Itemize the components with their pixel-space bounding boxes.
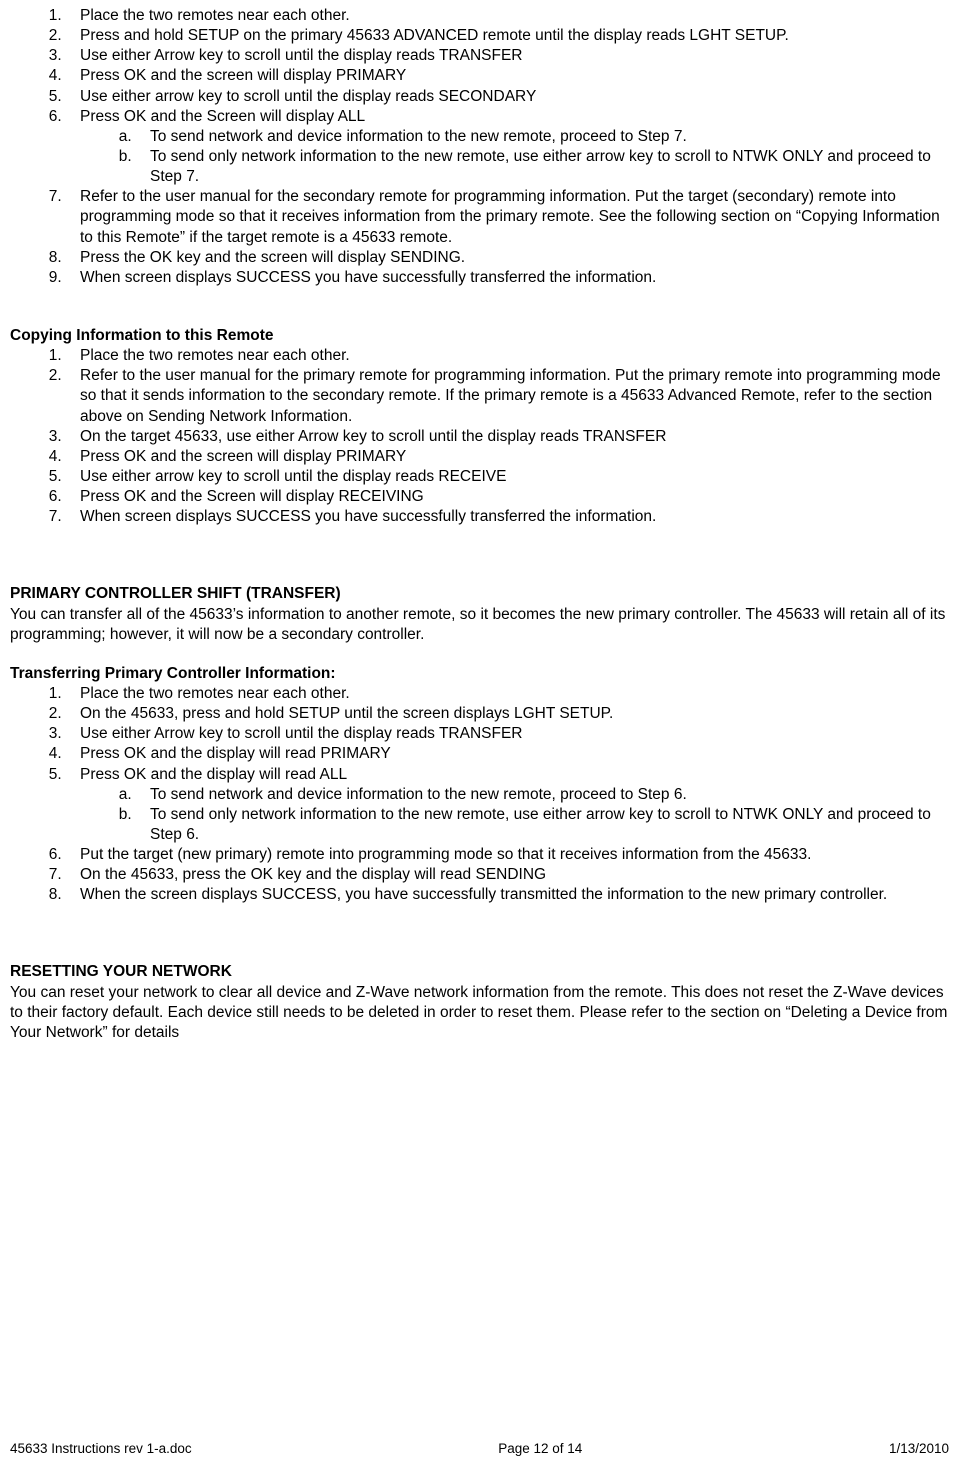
list-item: To send only network information to the … <box>136 805 949 845</box>
list-item: Use either arrow key to scroll until the… <box>66 87 949 107</box>
list-item: Press and hold SETUP on the primary 4563… <box>66 26 949 46</box>
sublist: To send network and device information t… <box>80 127 949 187</box>
paragraph: You can transfer all of the 45633’s info… <box>10 605 949 645</box>
footer-left: 45633 Instructions rev 1-a.doc <box>10 1440 192 1458</box>
list-item: Press OK and the display will read PRIMA… <box>66 744 949 764</box>
footer-center: Page 12 of 14 <box>498 1440 582 1458</box>
list-item: Refer to the user manual for the primary… <box>66 366 949 426</box>
list-item: Press OK and the screen will display PRI… <box>66 66 949 86</box>
list-item: Refer to the user manual for the seconda… <box>66 187 949 247</box>
list-item: Use either arrow key to scroll until the… <box>66 467 949 487</box>
list-item: Place the two remotes near each other. <box>66 346 949 366</box>
list-item: Use either Arrow key to scroll until the… <box>66 724 949 744</box>
list-item: To send network and device information t… <box>136 785 949 805</box>
list-item: Press OK and the screen will display PRI… <box>66 447 949 467</box>
list-transferring: Place the two remotes near each other. O… <box>10 684 949 906</box>
list-item: Use either Arrow key to scroll until the… <box>66 46 949 66</box>
list-item: On the 45633, press the OK key and the d… <box>66 865 949 885</box>
list-item: Place the two remotes near each other. <box>66 684 949 704</box>
list-item: Press the OK key and the screen will dis… <box>66 248 949 268</box>
page: Place the two remotes near each other. P… <box>0 0 959 1466</box>
list-item-text: Press OK and the display will read ALL <box>80 766 347 783</box>
page-footer: 45633 Instructions rev 1-a.doc Page 12 o… <box>10 1440 949 1458</box>
heading-primary-shift: PRIMARY CONTROLLER SHIFT (TRANSFER) <box>10 584 949 604</box>
list-item: Press OK and the display will read ALL T… <box>66 765 949 846</box>
footer-right: 1/13/2010 <box>889 1440 949 1458</box>
heading-copying-info: Copying Information to this Remote <box>10 326 949 346</box>
list-item: When the screen displays SUCCESS, you ha… <box>66 885 949 905</box>
list-item: To send only network information to the … <box>136 147 949 187</box>
list-item: To send network and device information t… <box>136 127 949 147</box>
list-item-text: Press OK and the Screen will display ALL <box>80 108 365 125</box>
heading-resetting: RESETTING YOUR NETWORK <box>10 962 949 982</box>
heading-transferring: Transferring Primary Controller Informat… <box>10 664 949 684</box>
list-item: Press OK and the Screen will display ALL… <box>66 107 949 188</box>
list-copying-info: Place the two remotes near each other. R… <box>10 346 949 527</box>
list-item: When screen displays SUCCESS you have su… <box>66 268 949 288</box>
list-item: On the 45633, press and hold SETUP until… <box>66 704 949 724</box>
list-item: Place the two remotes near each other. <box>66 6 949 26</box>
list-item: Press OK and the Screen will display REC… <box>66 487 949 507</box>
list-item: Put the target (new primary) remote into… <box>66 845 949 865</box>
list-item: When screen displays SUCCESS you have su… <box>66 507 949 527</box>
paragraph: You can reset your network to clear all … <box>10 983 949 1043</box>
sublist: To send network and device information t… <box>80 785 949 845</box>
list-send-info: Place the two remotes near each other. P… <box>10 6 949 288</box>
list-item: On the target 45633, use either Arrow ke… <box>66 427 949 447</box>
